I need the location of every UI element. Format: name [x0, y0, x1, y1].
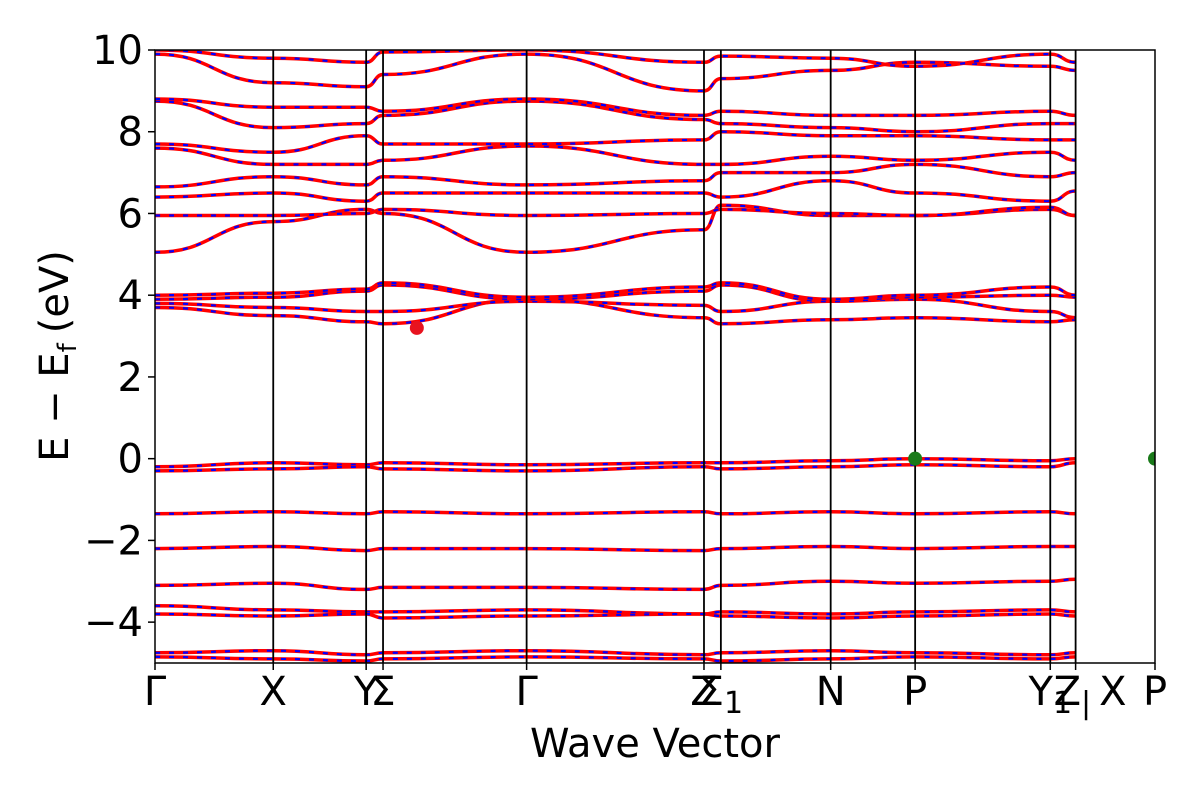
band-edge-marker [409, 320, 424, 335]
band-line [155, 577, 1076, 592]
plot-frame [154, 49, 1156, 664]
band-line-overlay [155, 130, 1076, 154]
band-line [155, 612, 1076, 620]
y-tick-label: 4 [118, 273, 143, 319]
y-tick-label: 6 [118, 191, 143, 237]
x-tick-label: Z| X [1054, 669, 1127, 721]
high-symmetry-lines [272, 50, 1077, 663]
x-tick-label: N [816, 669, 846, 715]
band-line-overlay [155, 298, 1076, 325]
y-axis-label-subscript: f [53, 342, 83, 352]
band-line-overlay [155, 179, 1076, 203]
y-axis-ticks: 10 8 6 4 2 0 −2 −4 [84, 28, 155, 646]
y-axis-label-main: E − E [32, 352, 78, 462]
y-tick-label: −4 [84, 600, 143, 646]
y-axis-label: E − Ef (eV) [32, 250, 83, 462]
y-tick-label: 2 [118, 355, 143, 401]
band-line-overlay [155, 97, 1076, 117]
y-tick-label: 0 [118, 437, 143, 483]
band-edge-markers [409, 320, 1155, 466]
band-line-overlay [155, 283, 1076, 303]
band-edge-marker [1148, 451, 1155, 466]
band-line-overlay [155, 50, 1076, 68]
band-line-overlay [155, 457, 1076, 468]
x-axis-ticks: Γ X YΣ Γ ZΣ1 N P Y1Z| X P [144, 663, 1167, 721]
x-tick-label: P [1143, 669, 1167, 715]
x-tick-label: Y [353, 669, 379, 715]
x-tick-label: Γ [515, 669, 538, 715]
band-line-overlay [155, 144, 1076, 166]
x-tick-label: P [903, 669, 927, 715]
y-axis-label-unit: (eV) [32, 250, 78, 333]
x-tick-label: Y1 [1028, 669, 1073, 721]
band-lines [155, 50, 1076, 663]
y-tick-label: −2 [84, 518, 143, 564]
y-tick-label: 8 [118, 110, 143, 156]
x-tick-label: Σ1 [699, 669, 743, 721]
x-tick-label: Σ [370, 669, 395, 715]
band-line [155, 461, 1076, 473]
x-tick-label: Γ [144, 669, 167, 715]
band-line-overlay [155, 604, 1076, 616]
band-line-overlay [155, 298, 1076, 319]
band-line [155, 205, 1076, 218]
y-tick-label: 10 [92, 28, 143, 74]
plot-background [155, 50, 1155, 663]
band-line [155, 648, 1076, 657]
band-line [155, 655, 1076, 663]
band-line-overlay [155, 163, 1076, 188]
band-edge-marker [908, 451, 923, 466]
band-line [155, 510, 1076, 516]
x-axis-label: Wave Vector [530, 721, 781, 767]
band-line-overlay [155, 281, 1076, 301]
band-line [155, 544, 1076, 553]
band-line-overlay [155, 99, 1076, 133]
x-tick-label: Z [690, 669, 717, 715]
band-line-overlay [155, 52, 1076, 93]
x-tick-label: X [260, 669, 287, 715]
